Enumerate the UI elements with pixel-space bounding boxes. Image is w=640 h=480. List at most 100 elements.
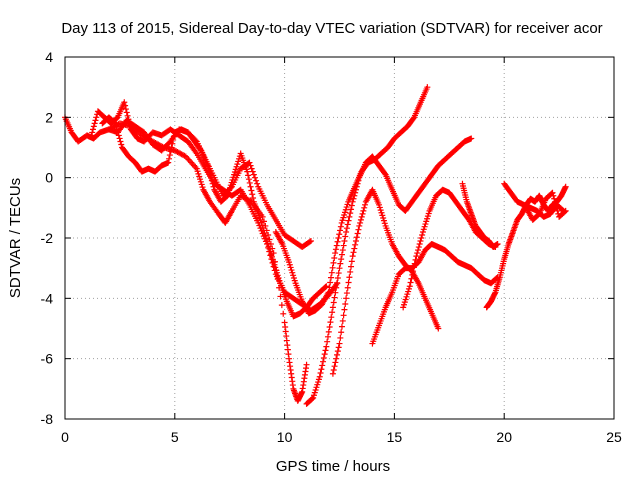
data-point bbox=[323, 283, 330, 290]
data-point bbox=[362, 201, 369, 208]
data-point bbox=[551, 198, 558, 205]
data-point bbox=[258, 219, 265, 226]
data-point bbox=[321, 351, 328, 358]
data-point bbox=[278, 302, 285, 309]
data-point bbox=[262, 232, 269, 239]
data-point bbox=[112, 120, 119, 127]
data-point bbox=[272, 264, 279, 271]
data-point bbox=[332, 250, 339, 257]
data-point bbox=[549, 189, 556, 196]
y-tick-label: -2 bbox=[41, 230, 54, 246]
data-point bbox=[259, 213, 266, 220]
data-point bbox=[338, 256, 345, 263]
data-point bbox=[327, 279, 334, 286]
data-point bbox=[359, 210, 366, 217]
data-point bbox=[338, 219, 345, 226]
data-point bbox=[342, 206, 349, 213]
data-point bbox=[325, 289, 332, 296]
x-tick-label: 5 bbox=[171, 429, 179, 445]
chart-title: Day 113 of 2015, Sidereal Day-to-day VTE… bbox=[61, 20, 602, 37]
data-point bbox=[269, 256, 276, 263]
data-point bbox=[257, 216, 264, 223]
data-point bbox=[326, 284, 333, 291]
data-point bbox=[327, 319, 334, 326]
data-point bbox=[339, 317, 346, 324]
data-point bbox=[265, 231, 272, 238]
data-point bbox=[231, 169, 238, 176]
data-point bbox=[227, 184, 234, 191]
data-point bbox=[347, 268, 354, 275]
data-point bbox=[400, 304, 407, 311]
data-point bbox=[415, 244, 422, 251]
data-point bbox=[424, 215, 431, 222]
data-point bbox=[337, 227, 344, 234]
y-tick-label: -6 bbox=[41, 351, 54, 367]
data-point bbox=[273, 267, 280, 274]
data-point bbox=[407, 279, 414, 286]
data-point bbox=[197, 178, 204, 185]
data-point bbox=[553, 204, 560, 211]
data-point bbox=[348, 263, 355, 270]
data-point bbox=[318, 366, 325, 373]
data-point bbox=[346, 274, 353, 281]
data-point bbox=[345, 217, 352, 224]
data-point bbox=[166, 155, 173, 162]
data-point bbox=[352, 241, 359, 248]
x-axis-label: GPS time / hours bbox=[276, 458, 390, 475]
data-point bbox=[168, 144, 175, 151]
data-point bbox=[337, 334, 344, 341]
data-point bbox=[196, 173, 203, 180]
data-point bbox=[325, 328, 332, 335]
data-point bbox=[271, 261, 278, 268]
data-point bbox=[246, 179, 253, 186]
data-point bbox=[310, 392, 317, 399]
data-point bbox=[309, 395, 316, 402]
data-point bbox=[410, 264, 417, 271]
series-7 bbox=[329, 186, 442, 377]
data-point bbox=[333, 284, 340, 291]
data-point bbox=[327, 274, 334, 281]
x-tick-label: 10 bbox=[277, 429, 293, 445]
data-point bbox=[424, 84, 431, 91]
data-point bbox=[334, 351, 341, 358]
data-point bbox=[348, 258, 355, 265]
data-point bbox=[376, 204, 383, 211]
y-axis-label: SDTVAR / TECUs bbox=[7, 178, 24, 298]
data-point bbox=[266, 245, 273, 252]
data-point bbox=[316, 373, 323, 380]
data-point bbox=[314, 381, 321, 388]
data-point bbox=[232, 166, 239, 173]
data-point bbox=[494, 241, 501, 248]
data-point bbox=[306, 238, 313, 245]
data-point bbox=[259, 224, 266, 231]
data-point bbox=[338, 323, 345, 330]
data-point bbox=[319, 362, 326, 369]
data-point bbox=[320, 354, 327, 361]
data-point bbox=[329, 370, 336, 377]
data-point bbox=[351, 192, 358, 199]
data-point bbox=[247, 183, 254, 190]
data-point bbox=[341, 209, 348, 216]
data-point bbox=[425, 210, 432, 217]
data-point bbox=[376, 201, 383, 208]
data-point bbox=[261, 218, 268, 225]
data-point bbox=[331, 294, 338, 301]
x-tick-label: 25 bbox=[606, 429, 622, 445]
data-point bbox=[264, 240, 271, 247]
data-point bbox=[122, 102, 129, 109]
data-point bbox=[335, 344, 342, 351]
data-point bbox=[410, 268, 417, 275]
data-point bbox=[354, 180, 361, 187]
data-point bbox=[286, 261, 293, 268]
data-point bbox=[166, 152, 173, 159]
grid-lines bbox=[65, 57, 614, 419]
data-point bbox=[248, 187, 255, 194]
data-point bbox=[412, 256, 419, 263]
data-point bbox=[418, 235, 425, 241]
data-point bbox=[357, 216, 364, 223]
data-point bbox=[346, 213, 353, 220]
data-point bbox=[352, 189, 359, 196]
x-tick-label: 0 bbox=[61, 429, 69, 445]
data-point bbox=[328, 269, 335, 276]
